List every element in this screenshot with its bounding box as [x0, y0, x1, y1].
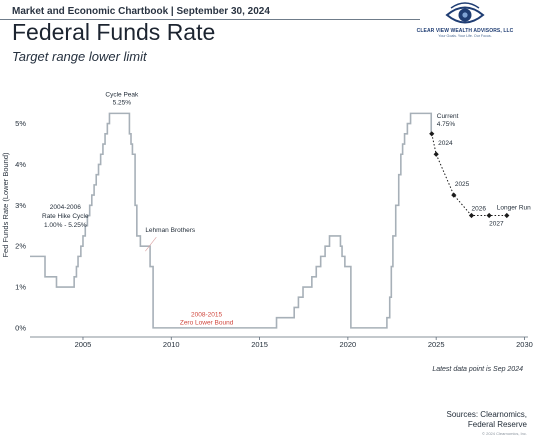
annotation-hike-cycle-line: 2004-2006: [50, 204, 81, 211]
annotation-cycle-peak-line: Cycle Peak: [105, 91, 139, 98]
x-tick-label: 2005: [75, 340, 92, 349]
logo-wordmark: CLEAR VIEW WEALTH ADVISORS, LLC: [416, 28, 514, 34]
annotation-current-line: 4.75%: [437, 121, 456, 128]
annotation-p2024-line: 2024: [438, 140, 453, 147]
y-tick-label: 4%: [15, 160, 26, 169]
projection-marker: [433, 151, 439, 157]
eye-logo-icon: [445, 2, 485, 24]
annotation-current-line: Current: [437, 113, 459, 120]
fed-funds-step-line: [30, 112, 433, 329]
projection-marker: [429, 131, 435, 137]
sources: Sources: Clearnomics, Federal Reserve: [447, 410, 527, 430]
chart-subtitle: Target range lower limit: [12, 49, 147, 64]
y-tick-label: 5%: [15, 119, 26, 128]
sources-line-2: Federal Reserve: [467, 420, 527, 429]
axes: 2005 2010 2015 2020 2025 2030 0% 1% 2% 3% 4% 5%: [15, 119, 533, 349]
projection-marker: [504, 212, 510, 219]
x-tick-label: 2015: [251, 340, 268, 349]
chartbook-header: Market and Economic Chartbook | Septembe…: [12, 6, 270, 17]
y-tick-label: 3%: [15, 201, 26, 210]
y-tick-label: 0%: [15, 323, 26, 332]
annotation-hike-cycle-line: Rate Hike Cycle: [42, 213, 89, 220]
header-divider: [0, 19, 420, 20]
series: [30, 112, 510, 329]
x-tick-label: 2030: [516, 340, 533, 349]
copyright: © 2024 Clearnomics, Inc.: [482, 431, 527, 436]
annotation-p2025-line: 2025: [455, 181, 470, 188]
latest-data-note: Latest data point is Sep 2024: [432, 366, 523, 373]
sources-line-1: Sources: Clearnomics,: [446, 410, 527, 419]
y-tick-label: 1%: [15, 283, 26, 292]
annotation-hike-cycle-line: 1.00% - 5.25%: [44, 222, 87, 229]
y-axis-label: Fed Funds Rate (Lower Bound): [1, 152, 10, 258]
annotation-p2026-line: 2026: [471, 206, 486, 213]
annotation-zero-lower-bound-line: 2008-2015: [191, 312, 222, 319]
y-tick-label: 2%: [15, 242, 26, 251]
annotation-longer-run-line: Longer Run: [497, 205, 531, 212]
annotation-lehman-line: Lehman Brothers: [145, 227, 196, 234]
annotation-p2027-line: 2027: [489, 221, 504, 228]
x-tick-label: 2025: [428, 340, 445, 349]
x-tick-label: 2020: [340, 340, 357, 349]
projection-dotted-line: [431, 133, 507, 217]
annotation-cycle-peak-line: 5.25%: [113, 99, 132, 106]
projection-marker: [486, 212, 492, 219]
lehman-leader-line: [145, 236, 157, 252]
chart-title: Federal Funds Rate: [12, 19, 216, 45]
logo-tagline: Your Goals. Your Life. Our Focus.: [438, 34, 492, 38]
x-tick-label: 2010: [163, 340, 180, 349]
annotation-zero-lower-bound-line: Zero Lower Bound: [180, 320, 234, 327]
company-logo: CLEAR VIEW WEALTH ADVISORS, LLC Your Goa…: [407, 2, 523, 42]
projection-marker: [468, 212, 475, 219]
projection-marker: [451, 192, 457, 198]
